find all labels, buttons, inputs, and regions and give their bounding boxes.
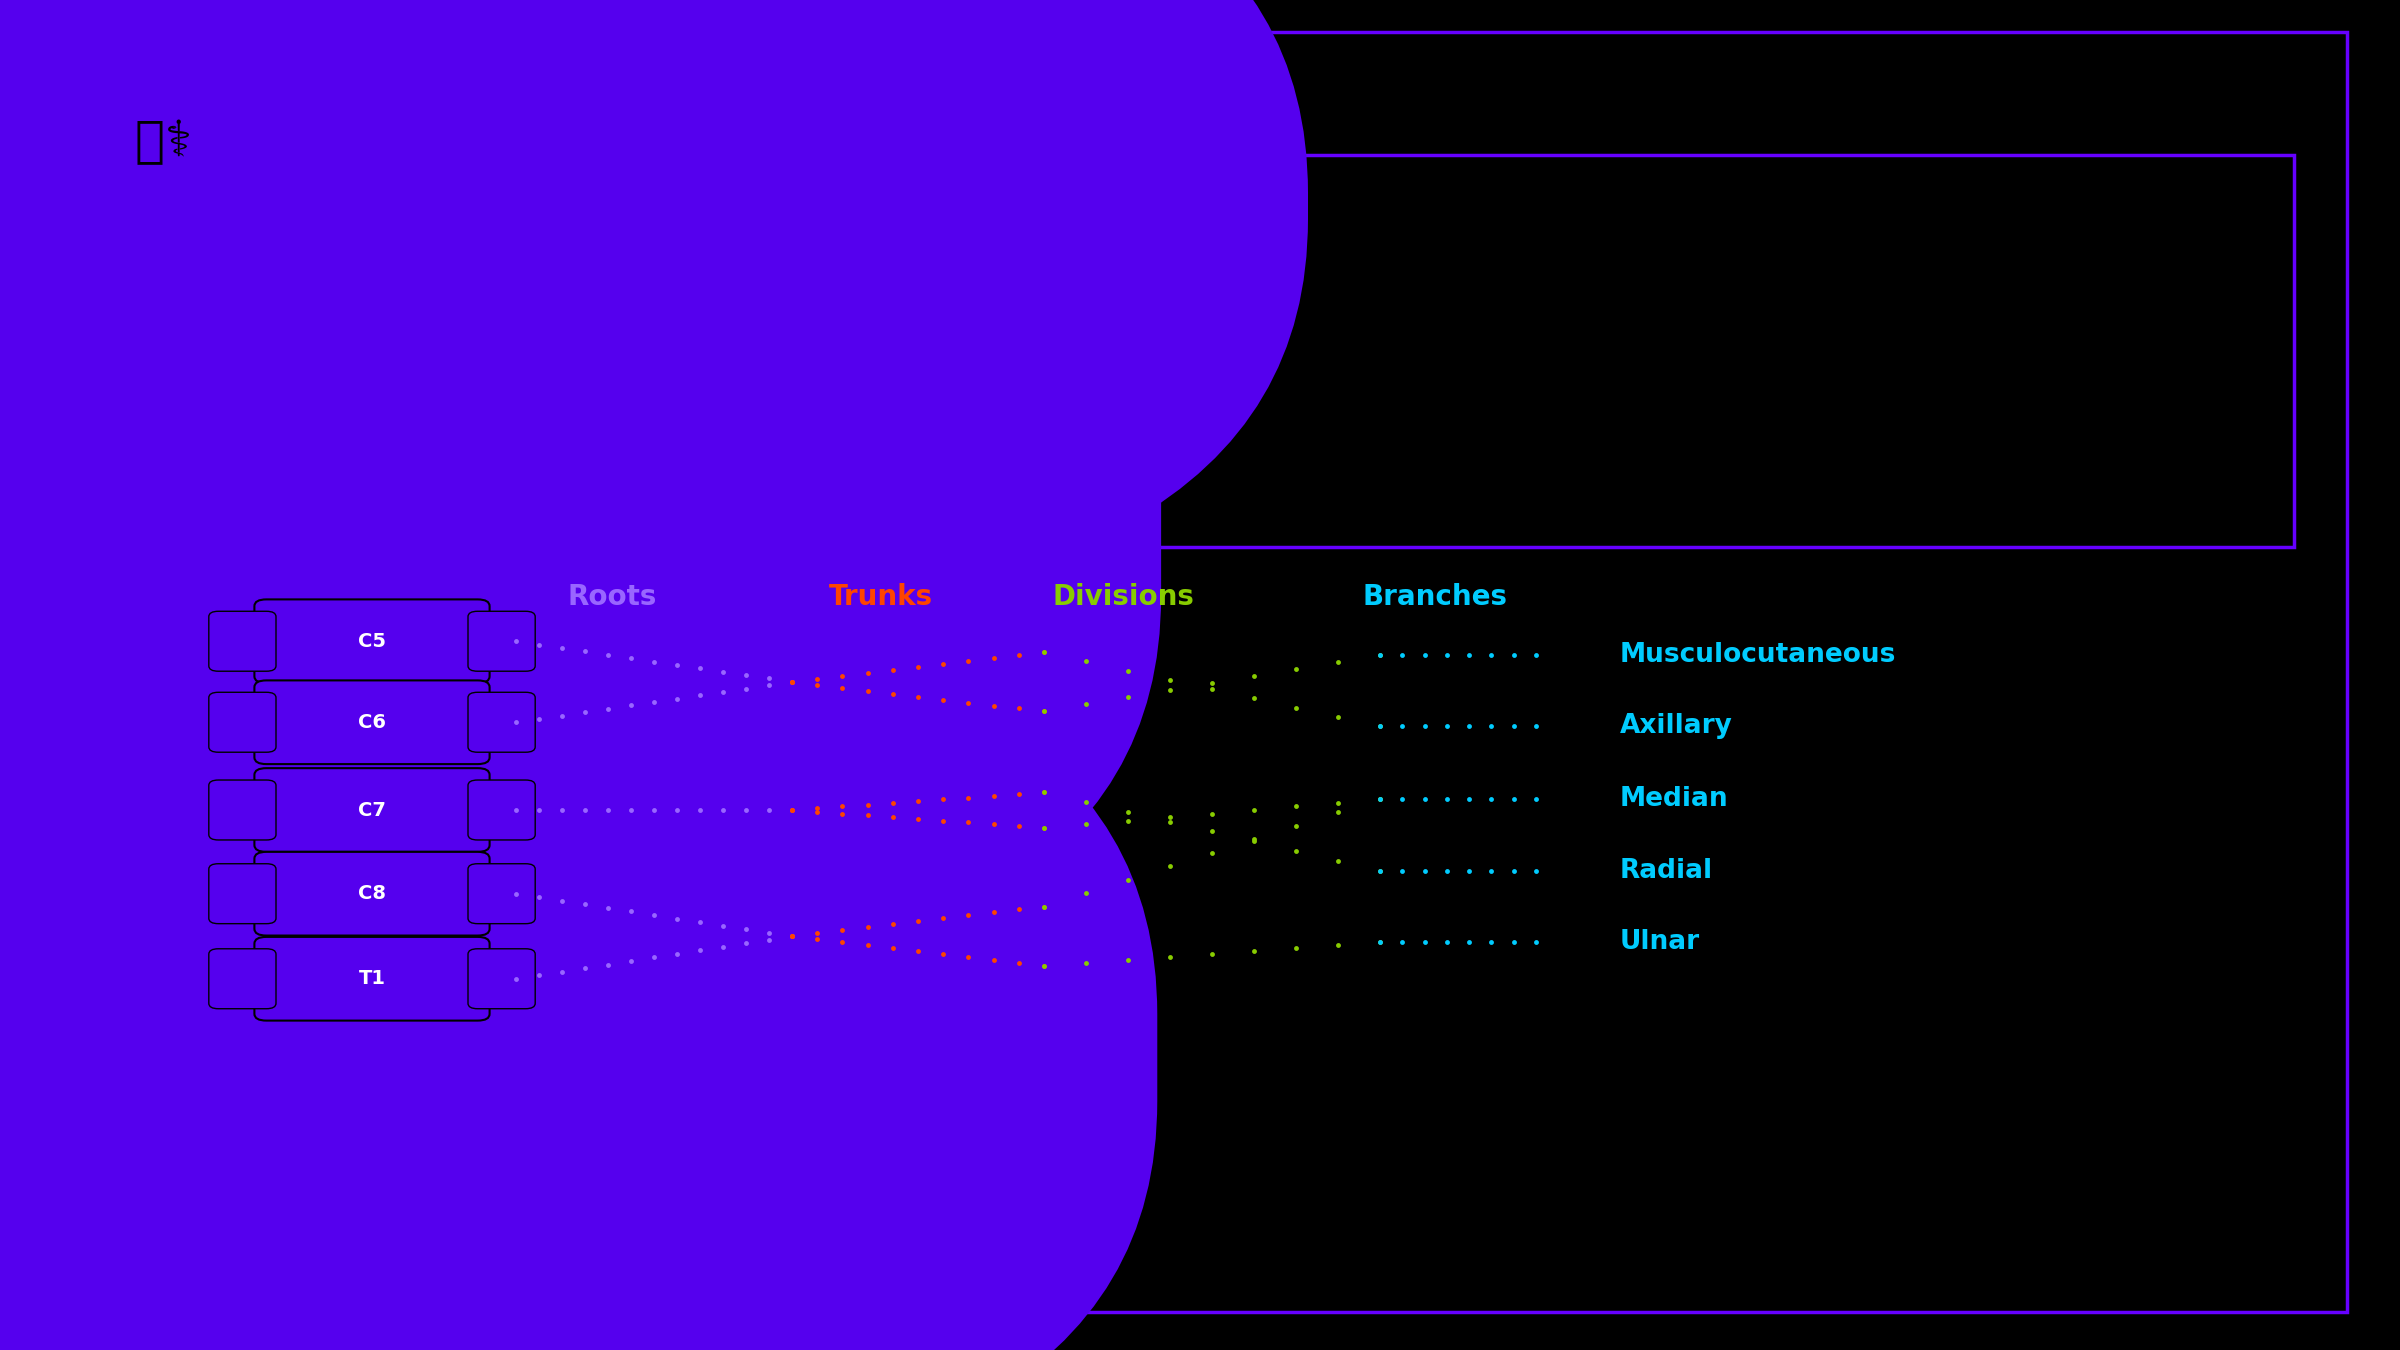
Ellipse shape [283,917,461,956]
Circle shape [266,1060,338,1100]
Ellipse shape [283,747,461,786]
FancyBboxPatch shape [0,609,1157,1350]
Text: Brachial Plexus: Brachial Plexus [319,107,946,177]
FancyBboxPatch shape [254,599,490,683]
Text: Roots: Roots [566,583,658,610]
Text: T1: T1 [358,969,386,988]
Circle shape [401,744,480,788]
FancyBboxPatch shape [468,864,535,923]
Circle shape [146,192,252,251]
Text: Median: Median [1620,786,1728,813]
Bar [811,155,2294,547]
Text: C5: C5 [358,632,386,651]
FancyBboxPatch shape [254,680,490,764]
Text: Axillary: Axillary [1620,713,1733,740]
FancyBboxPatch shape [209,612,276,671]
Circle shape [245,178,331,227]
Circle shape [492,192,598,251]
Circle shape [406,1015,478,1056]
Text: Ulnar: Ulnar [1620,929,1699,956]
Ellipse shape [283,664,461,699]
Circle shape [403,915,478,957]
Circle shape [406,543,482,586]
Circle shape [406,662,475,702]
Circle shape [406,346,482,389]
Circle shape [497,178,583,227]
FancyBboxPatch shape [197,1112,547,1160]
Text: C6: C6 [358,713,386,732]
Circle shape [406,192,511,251]
Circle shape [221,1102,341,1169]
Circle shape [401,319,487,369]
FancyBboxPatch shape [0,0,1308,624]
Circle shape [266,1015,338,1056]
Circle shape [262,412,338,454]
Circle shape [398,585,456,618]
Circle shape [403,1102,523,1169]
FancyBboxPatch shape [468,949,535,1008]
FancyBboxPatch shape [254,768,490,852]
Circle shape [413,178,499,227]
Circle shape [329,178,415,227]
Circle shape [266,832,341,872]
FancyBboxPatch shape [0,192,1145,1011]
Circle shape [406,1060,478,1100]
Text: Radial: Radial [1620,857,1714,884]
FancyBboxPatch shape [468,693,535,752]
FancyBboxPatch shape [209,693,276,752]
Circle shape [406,412,482,454]
Circle shape [406,477,482,520]
Text: Musculocutaneous: Musculocutaneous [1620,641,1896,668]
Text: 🧑‍⚕️: 🧑‍⚕️ [134,117,192,166]
Circle shape [269,662,338,702]
Circle shape [262,477,338,520]
FancyBboxPatch shape [209,864,276,923]
Circle shape [262,543,338,586]
Ellipse shape [283,833,461,871]
Circle shape [266,915,341,957]
FancyBboxPatch shape [254,937,490,1021]
FancyBboxPatch shape [0,0,1162,1002]
Text: Trunks: Trunks [828,583,934,610]
Circle shape [403,832,478,872]
Circle shape [319,192,425,251]
Text: C8: C8 [358,884,386,903]
Circle shape [264,744,343,788]
Text: C7: C7 [358,801,386,819]
FancyBboxPatch shape [468,780,535,840]
FancyBboxPatch shape [209,780,276,840]
FancyBboxPatch shape [254,852,490,936]
Circle shape [262,346,338,389]
FancyBboxPatch shape [209,949,276,1008]
Circle shape [161,178,247,227]
FancyBboxPatch shape [468,612,535,671]
Circle shape [312,1102,432,1169]
Circle shape [288,585,346,618]
Circle shape [233,192,338,251]
Text: Branches: Branches [1363,583,1507,610]
Circle shape [257,319,343,369]
FancyBboxPatch shape [149,204,595,335]
Text: Divisions: Divisions [1051,583,1195,610]
